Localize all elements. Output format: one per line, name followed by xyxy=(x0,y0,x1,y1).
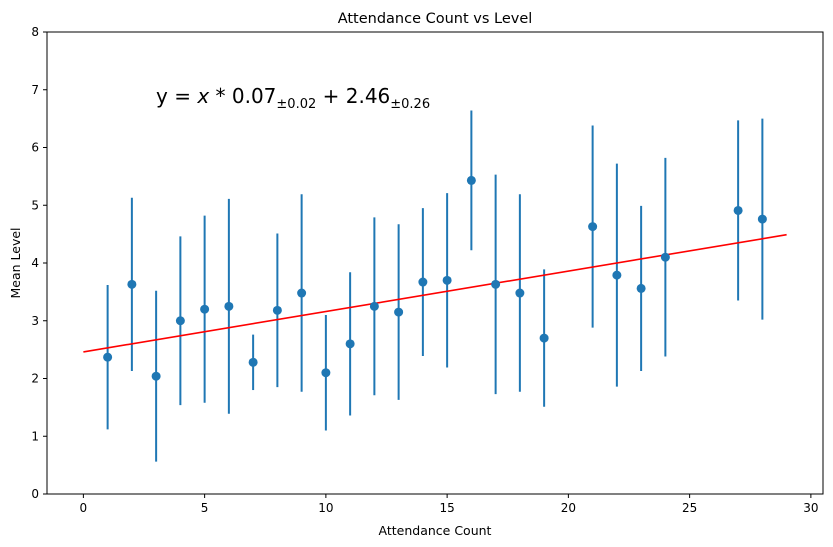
y-tick-label: 5 xyxy=(31,198,39,212)
y-tick-label: 6 xyxy=(31,141,39,155)
annotation-var: x xyxy=(196,84,209,108)
data-point xyxy=(418,277,428,287)
x-axis-label: Attendance Count xyxy=(379,523,492,538)
y-tick-label: 0 xyxy=(31,487,39,501)
data-point xyxy=(515,288,525,298)
data-point xyxy=(660,252,670,262)
annotation-slope: 0.07 xyxy=(232,84,277,108)
chart-title: Attendance Count vs Level xyxy=(338,11,533,27)
data-point xyxy=(272,305,282,315)
data-point xyxy=(127,279,137,289)
data-point xyxy=(248,357,258,367)
annotation-intercept-err: ±0.26 xyxy=(390,97,430,112)
data-point xyxy=(175,316,185,326)
annotation-op: * xyxy=(209,84,232,108)
y-tick-label: 7 xyxy=(31,83,39,97)
y-tick-label: 1 xyxy=(31,429,39,443)
y-tick-label: 3 xyxy=(31,314,39,328)
y-tick-label: 4 xyxy=(31,256,39,270)
data-point xyxy=(466,175,476,185)
plot-area xyxy=(83,110,787,462)
annotation-slope-err: ±0.02 xyxy=(276,97,316,112)
x-axis: 0 5 10 15 20 25 30 xyxy=(80,494,819,515)
data-point xyxy=(394,307,404,317)
data-point xyxy=(224,301,234,311)
x-tick-label: 0 xyxy=(80,501,88,515)
annotation-lead: y = xyxy=(156,84,197,108)
annotation-plus: + xyxy=(316,84,345,108)
y-axis-label: Mean Level xyxy=(8,227,23,298)
data-point xyxy=(491,279,501,289)
fit-line xyxy=(83,233,787,353)
x-tick-label: 30 xyxy=(803,501,818,515)
y-tick-label: 2 xyxy=(31,372,39,386)
x-tick-label: 25 xyxy=(682,501,697,515)
data-point xyxy=(297,288,307,298)
data-point xyxy=(612,270,622,280)
data-point xyxy=(151,371,161,381)
data-point xyxy=(636,283,646,293)
data-point xyxy=(539,333,549,343)
data-point xyxy=(733,205,743,215)
y-tick-label: 8 xyxy=(31,25,39,39)
x-tick-label: 10 xyxy=(318,501,333,515)
data-point xyxy=(757,214,767,224)
data-point xyxy=(103,352,113,362)
data-point xyxy=(588,222,598,232)
data-point xyxy=(345,339,355,349)
annotation-intercept: 2.46 xyxy=(346,84,391,108)
data-point xyxy=(200,304,210,314)
x-tick-label: 15 xyxy=(439,501,454,515)
data-point xyxy=(369,301,379,311)
x-tick-label: 20 xyxy=(561,501,576,515)
y-axis: 0 1 2 3 4 5 6 7 8 xyxy=(31,25,47,501)
fit-equation-annotation: y = x * 0.07±0.02 + 2.46±0.26 xyxy=(156,84,430,112)
data-point xyxy=(442,275,452,285)
x-tick-label: 5 xyxy=(201,501,209,515)
data-point xyxy=(321,368,331,378)
